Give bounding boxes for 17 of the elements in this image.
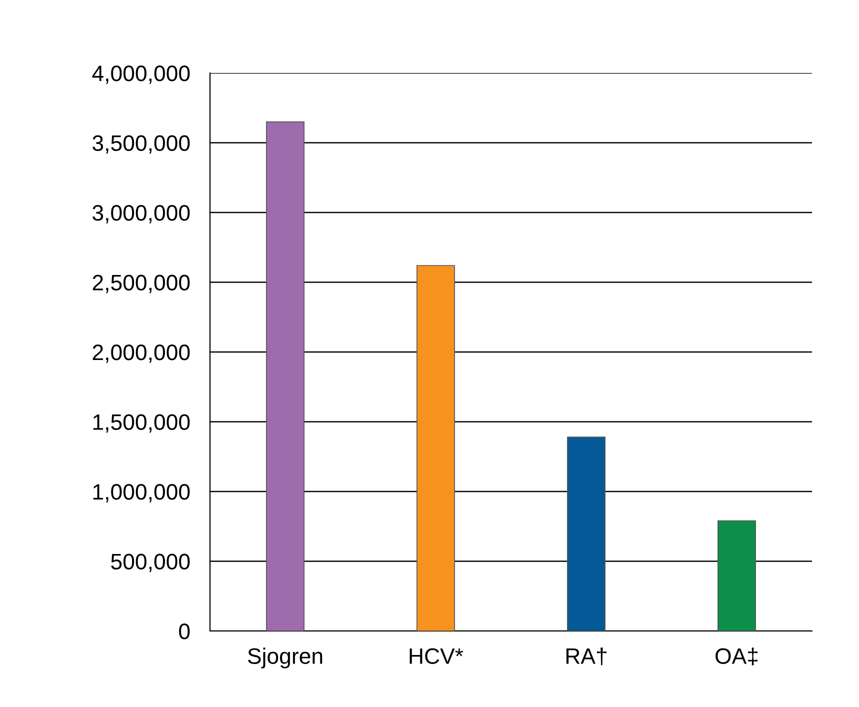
x-tick-label: HCV* <box>410 648 464 664</box>
bar <box>567 436 606 631</box>
y-tick-label: 2,500,000 <box>92 274 190 294</box>
y-tick-label: 3,500,000 <box>92 135 190 154</box>
y-tick-label: 3,000,000 <box>92 205 190 224</box>
bar <box>416 265 455 631</box>
y-tick-label: 4,000,000 <box>92 66 190 84</box>
y-tick-label: 2,000,000 <box>92 344 190 363</box>
y-tick-label: 500,000 <box>111 554 190 572</box>
x-tick-label: RA† <box>566 648 606 666</box>
x-tick-label: OA‡ <box>716 648 758 666</box>
bar <box>718 520 756 631</box>
y-tick-label: 1,000,000 <box>93 484 190 502</box>
y-tick-label: 0 <box>179 624 190 640</box>
bar <box>266 121 304 631</box>
y-tick-label: 1,500,000 <box>93 414 190 433</box>
x-tick-label: Sjogren <box>248 648 322 668</box>
